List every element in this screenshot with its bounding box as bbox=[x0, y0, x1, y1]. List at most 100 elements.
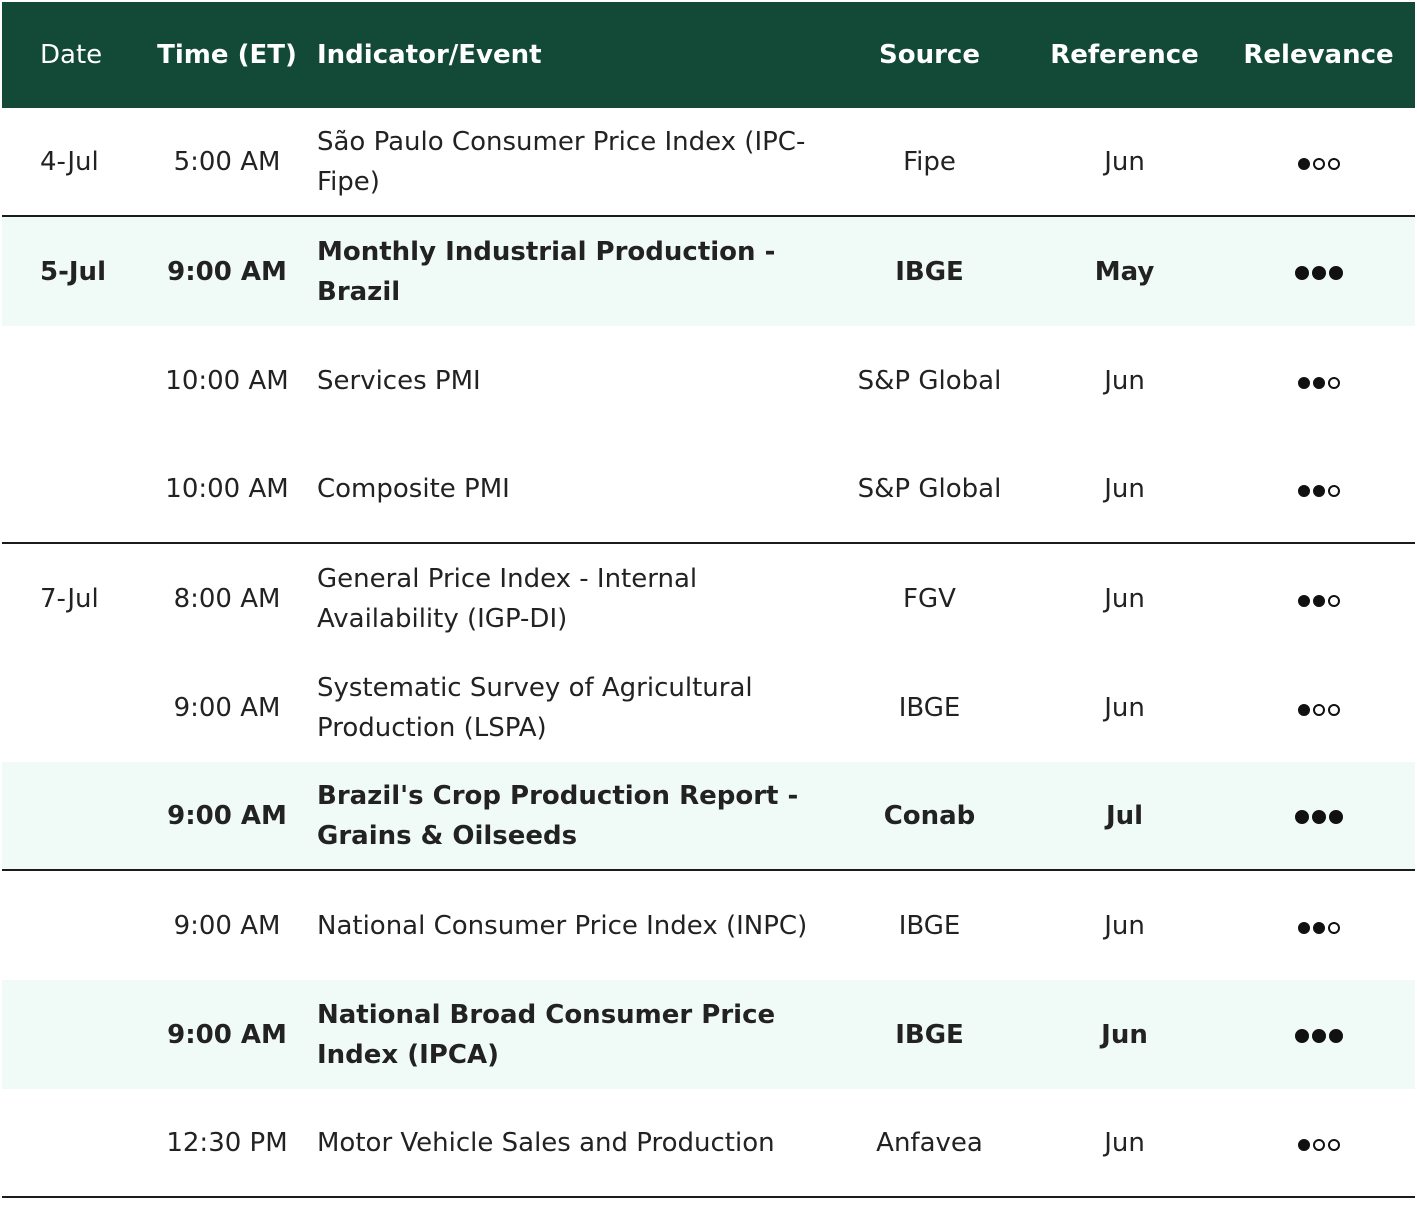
header-indicator: Indicator/Event bbox=[317, 40, 542, 70]
empty-dot-icon bbox=[1327, 921, 1340, 934]
cell-relevance bbox=[1222, 911, 1415, 941]
cell-reference: Jun bbox=[1104, 365, 1145, 396]
table-header: Date Time (ET) Indicator/Event Source Re… bbox=[2, 2, 1415, 108]
cell-time: 9:00 AM bbox=[167, 256, 287, 287]
filled-dot-icon bbox=[1297, 703, 1310, 716]
filled-dot-icon bbox=[1312, 594, 1325, 607]
cell-relevance bbox=[1222, 1020, 1415, 1050]
empty-dot-icon bbox=[1327, 594, 1340, 607]
table-row: 9:00 AM Brazil's Crop Production Report -… bbox=[2, 762, 1415, 871]
table-row: 9:00 AM Systematic Survey of Agricultural… bbox=[2, 653, 1415, 762]
empty-dot-icon bbox=[1327, 484, 1340, 497]
filled-dot-icon bbox=[1297, 594, 1310, 607]
cell-reference: May bbox=[1094, 256, 1155, 287]
cell-reference: Jun bbox=[1104, 583, 1145, 614]
filled-dot-icon bbox=[1311, 1028, 1326, 1043]
empty-dot-icon bbox=[1312, 157, 1325, 170]
header-source: Source bbox=[879, 40, 980, 70]
cell-relevance bbox=[1222, 693, 1415, 723]
filled-dot-icon bbox=[1328, 265, 1343, 280]
cell-indicator: Monthly Industrial Production - Brazil bbox=[317, 236, 776, 307]
header-date: Date bbox=[40, 40, 103, 70]
cell-time: 9:00 AM bbox=[167, 800, 287, 831]
filled-dot-icon bbox=[1297, 1138, 1310, 1151]
filled-dot-icon bbox=[1328, 809, 1343, 824]
cell-indicator: São Paulo Consumer Price Index (IPC-Fipe… bbox=[317, 126, 806, 197]
table-row: 7-Jul 8:00 AM General Price Index - Intern… bbox=[2, 544, 1415, 653]
cell-relevance bbox=[1222, 1128, 1415, 1158]
filled-dot-icon bbox=[1311, 809, 1326, 824]
filled-dot-icon bbox=[1312, 921, 1325, 934]
empty-dot-icon bbox=[1327, 157, 1340, 170]
cell-date: 4-Jul bbox=[40, 146, 99, 177]
table-row: 5-Jul 9:00 AM Monthly Industrial Productio… bbox=[2, 217, 1415, 326]
cell-relevance bbox=[1222, 147, 1415, 177]
economic-calendar-table: Date Time (ET) Indicator/Event Source Re… bbox=[2, 2, 1415, 1198]
empty-dot-icon bbox=[1327, 376, 1340, 389]
cell-reference: Jun bbox=[1104, 473, 1145, 504]
cell-relevance bbox=[1222, 584, 1415, 614]
cell-reference: Jun bbox=[1104, 1127, 1145, 1158]
cell-time: 9:00 AM bbox=[173, 692, 281, 723]
filled-dot-icon bbox=[1328, 1028, 1343, 1043]
cell-source: S&P Global bbox=[857, 365, 1002, 396]
cell-time: 9:00 AM bbox=[167, 1019, 287, 1050]
cell-time: 10:00 AM bbox=[165, 365, 289, 396]
cell-reference: Jun bbox=[1104, 146, 1145, 177]
filled-dot-icon bbox=[1297, 376, 1310, 389]
cell-source: FGV bbox=[903, 583, 956, 614]
cell-indicator: National Broad Consumer Price Index (IPC… bbox=[317, 999, 776, 1070]
header-time: Time (ET) bbox=[157, 40, 297, 70]
empty-dot-icon bbox=[1327, 703, 1340, 716]
empty-dot-icon bbox=[1312, 1138, 1325, 1151]
relevance-dots bbox=[1297, 703, 1340, 716]
table-row: 10:00 AM Composite PMI S&P Global Jun bbox=[2, 435, 1415, 544]
filled-dot-icon bbox=[1294, 265, 1309, 280]
filled-dot-icon bbox=[1294, 1028, 1309, 1043]
cell-time: 12:30 PM bbox=[166, 1127, 288, 1158]
cell-relevance bbox=[1222, 366, 1415, 396]
cell-time: 9:00 AM bbox=[173, 910, 281, 941]
cell-indicator: Motor Vehicle Sales and Production bbox=[317, 1127, 775, 1158]
cell-source: IBGE bbox=[895, 256, 964, 287]
cell-indicator: General Price Index - Internal Availabil… bbox=[317, 563, 698, 634]
cell-source: IBGE bbox=[898, 692, 961, 723]
table-row: 12:30 PM Motor Vehicle Sales and Producti… bbox=[2, 1089, 1415, 1198]
relevance-dots bbox=[1297, 376, 1340, 389]
cell-source: S&P Global bbox=[857, 473, 1002, 504]
cell-source: Fipe bbox=[903, 146, 956, 177]
relevance-dots bbox=[1297, 484, 1340, 497]
filled-dot-icon bbox=[1312, 376, 1325, 389]
table-row: 10:00 AM Services PMI S&P Global Jun bbox=[2, 326, 1415, 435]
cell-date: 5-Jul bbox=[40, 256, 106, 287]
empty-dot-icon bbox=[1312, 703, 1325, 716]
cell-indicator: Services PMI bbox=[317, 365, 481, 396]
filled-dot-icon bbox=[1311, 265, 1326, 280]
cell-reference: Jun bbox=[1104, 692, 1145, 723]
filled-dot-icon bbox=[1312, 484, 1325, 497]
cell-source: IBGE bbox=[898, 910, 961, 941]
cell-time: 10:00 AM bbox=[165, 473, 289, 504]
cell-relevance bbox=[1222, 257, 1415, 287]
relevance-dots bbox=[1294, 1028, 1343, 1043]
filled-dot-icon bbox=[1297, 157, 1310, 170]
cell-time: 5:00 AM bbox=[173, 146, 281, 177]
header-reference: Reference bbox=[1050, 40, 1199, 70]
relevance-dots bbox=[1297, 594, 1340, 607]
cell-relevance bbox=[1222, 801, 1415, 831]
filled-dot-icon bbox=[1294, 809, 1309, 824]
relevance-dots bbox=[1297, 921, 1340, 934]
cell-relevance bbox=[1222, 474, 1415, 504]
filled-dot-icon bbox=[1297, 484, 1310, 497]
cell-reference: Jun bbox=[1104, 910, 1145, 941]
cell-time: 8:00 AM bbox=[173, 583, 281, 614]
cell-indicator: Systematic Survey of Agricultural Produc… bbox=[317, 672, 753, 743]
cell-source: IBGE bbox=[895, 1019, 964, 1050]
header-relevance: Relevance bbox=[1243, 40, 1394, 70]
relevance-dots bbox=[1294, 809, 1343, 824]
relevance-dots bbox=[1297, 157, 1340, 170]
cell-reference: Jul bbox=[1105, 800, 1144, 831]
cell-indicator: Brazil's Crop Production Report - Grains… bbox=[317, 780, 799, 851]
table-row: 9:00 AM National Broad Consumer Price Ind… bbox=[2, 980, 1415, 1089]
cell-indicator: Composite PMI bbox=[317, 473, 510, 504]
